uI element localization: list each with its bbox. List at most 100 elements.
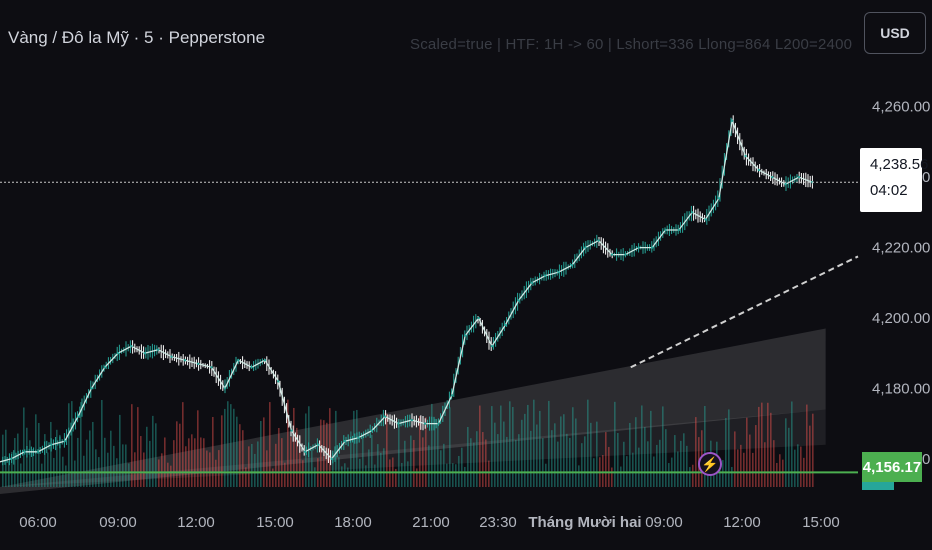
volume-bar [206,450,208,487]
volume-bar [551,430,553,487]
volume-bar [140,436,142,487]
volume-bar [11,451,13,487]
volume-bar [695,417,697,487]
price-point [597,239,600,242]
volume-bar [263,417,265,487]
volume-bar [683,433,685,487]
price-point [170,355,173,358]
volume-bar [230,404,232,487]
volume-bar [752,452,754,487]
volume-bar [341,466,343,487]
price-point [637,246,640,249]
price-point [343,440,347,443]
price-point [450,394,454,397]
price-point [757,168,761,172]
price-point [544,274,547,277]
volume-bar [302,460,304,487]
price-point [263,359,267,362]
price-point [677,228,680,232]
price-point [704,218,707,221]
volume-bar [182,402,184,487]
volume-bar [104,437,106,487]
bar-countdown: 04:02 [870,182,908,199]
band-inner [0,409,826,487]
x-tick-label: 23:30 [479,514,517,531]
volume-bar [335,410,337,487]
volume-bar [503,421,505,487]
volume-bar [173,440,175,487]
volume-bar [47,452,49,487]
volume-bar [86,439,88,487]
volume-bar [89,430,91,487]
price-point [237,359,240,362]
volume-bar [296,427,298,487]
volume-bar [203,438,205,487]
volume-bar [260,420,262,487]
price-point [650,246,654,249]
lightning-bolt-icon[interactable]: ⚡ [698,452,722,476]
volume-bar [68,403,70,487]
volume-bar [212,416,214,487]
volume-bar [386,413,388,487]
indicator-label[interactable]: Scaled=true | HTF: 1H -> 60 | Lshort=336… [410,36,853,53]
volume-bar [674,435,676,487]
volume-bar [419,416,421,487]
volume-bar [422,437,424,487]
trend-line[interactable] [630,255,859,369]
price-point [584,246,587,249]
volume-bar [377,444,379,487]
price-point [383,415,387,418]
volume-bar [734,431,736,487]
volume-bar [680,440,682,487]
volume-bar [131,404,133,487]
volume-bar [770,412,772,487]
volume-bar [407,461,409,487]
volume-bar [5,429,7,487]
x-tick-label: 21:00 [412,514,450,531]
volume-bar [356,409,358,487]
volume-bar [596,421,598,487]
volume-bar [125,444,127,487]
ma-tag-foot [862,482,894,490]
volume-bar [788,427,790,487]
x-tick-label: 06:00 [19,514,57,531]
volume-bar [647,441,649,487]
volume-bar [71,401,73,487]
volume-bar [746,417,748,487]
y-tick-label: 4,180.00 [872,380,930,397]
volume-bar [620,466,622,487]
volume-bar [629,422,631,487]
volume-bar [479,405,481,487]
volume-bar [566,433,568,487]
volume-bar [440,450,442,487]
volume-bar [719,466,721,487]
volume-bar [161,453,163,487]
volume-bar [32,449,34,487]
volume-bar [446,463,448,487]
volume-bar [218,450,220,487]
volume-bar [320,419,322,487]
volume-bar [515,439,517,487]
volume-bar [608,446,610,487]
volume-bar [221,415,223,487]
chart-title[interactable]: Vàng / Đô la Mỹ · 5 · Pepperstone [8,28,266,47]
volume-bar [662,406,664,487]
x-tick-label: 09:00 [645,514,683,531]
volume-bar [245,467,247,487]
volume-bar [176,421,178,487]
volume-bar [137,407,139,487]
volume-bar [692,464,694,487]
volume-bar [284,462,286,487]
volume-bar [269,402,271,487]
volume-bar [581,443,583,487]
currency-button[interactable]: USD [864,12,926,54]
price-point [490,344,494,348]
volume-bar [80,402,82,487]
y-tick-label: 4,200.00 [872,310,930,327]
volume-bar [602,454,604,487]
volume-bar [101,400,103,487]
volume-bar [44,434,46,487]
volume-bar [728,409,730,487]
price-point [610,253,614,256]
